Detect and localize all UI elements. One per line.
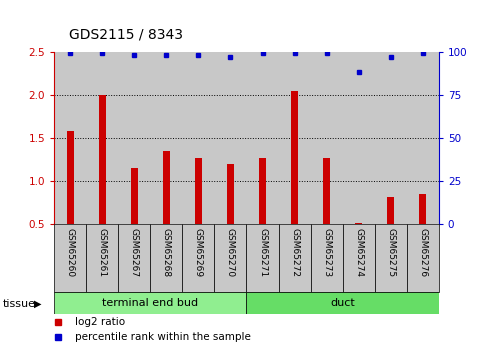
- Text: GDS2115 / 8343: GDS2115 / 8343: [69, 27, 183, 41]
- Text: GSM65270: GSM65270: [226, 228, 235, 277]
- Bar: [118, 52, 150, 224]
- Bar: [279, 224, 311, 292]
- Bar: [259, 158, 266, 224]
- Bar: [195, 158, 202, 224]
- Bar: [279, 52, 311, 224]
- Bar: [343, 52, 375, 224]
- Bar: [86, 52, 118, 224]
- Bar: [323, 158, 330, 224]
- Bar: [407, 52, 439, 224]
- Bar: [246, 52, 279, 224]
- Bar: [214, 52, 246, 224]
- Bar: [182, 52, 214, 224]
- Text: GSM65261: GSM65261: [98, 228, 107, 277]
- Bar: [150, 224, 182, 292]
- Text: log2 ratio: log2 ratio: [75, 317, 125, 327]
- Bar: [246, 224, 279, 292]
- Bar: [387, 197, 394, 224]
- Bar: [163, 151, 170, 224]
- Bar: [227, 164, 234, 224]
- Bar: [375, 52, 407, 224]
- Text: GSM65268: GSM65268: [162, 228, 171, 277]
- Bar: [375, 224, 407, 292]
- Bar: [279, 52, 311, 224]
- Bar: [150, 52, 182, 224]
- Text: ▶: ▶: [34, 299, 41, 308]
- Text: duct: duct: [330, 298, 355, 308]
- Text: GSM65272: GSM65272: [290, 228, 299, 277]
- Bar: [291, 91, 298, 224]
- Bar: [86, 224, 118, 292]
- Bar: [311, 52, 343, 224]
- Bar: [311, 224, 343, 292]
- Text: percentile rank within the sample: percentile rank within the sample: [75, 332, 251, 342]
- Bar: [118, 224, 150, 292]
- Bar: [343, 52, 375, 224]
- Text: GSM65275: GSM65275: [386, 228, 395, 277]
- Bar: [214, 224, 246, 292]
- Bar: [54, 52, 86, 224]
- Text: GSM65260: GSM65260: [66, 228, 75, 277]
- Bar: [311, 52, 343, 224]
- Text: terminal end bud: terminal end bud: [103, 298, 198, 308]
- Bar: [150, 52, 182, 224]
- Bar: [182, 52, 214, 224]
- Bar: [214, 52, 246, 224]
- Bar: [182, 224, 214, 292]
- Bar: [54, 52, 86, 224]
- Bar: [54, 224, 86, 292]
- Bar: [355, 223, 362, 224]
- Text: GSM65269: GSM65269: [194, 228, 203, 277]
- Bar: [246, 292, 439, 314]
- Text: GSM65276: GSM65276: [418, 228, 427, 277]
- Bar: [419, 194, 426, 224]
- Text: GSM65273: GSM65273: [322, 228, 331, 277]
- Bar: [54, 292, 246, 314]
- Bar: [407, 52, 439, 224]
- Bar: [343, 224, 375, 292]
- Bar: [407, 224, 439, 292]
- Text: GSM65271: GSM65271: [258, 228, 267, 277]
- Bar: [99, 95, 106, 224]
- Bar: [118, 52, 150, 224]
- Bar: [67, 131, 74, 224]
- Text: tissue: tissue: [2, 299, 35, 308]
- Bar: [375, 52, 407, 224]
- Bar: [86, 52, 118, 224]
- Bar: [246, 52, 279, 224]
- Bar: [131, 168, 138, 224]
- Text: GSM65274: GSM65274: [354, 228, 363, 277]
- Text: GSM65267: GSM65267: [130, 228, 139, 277]
